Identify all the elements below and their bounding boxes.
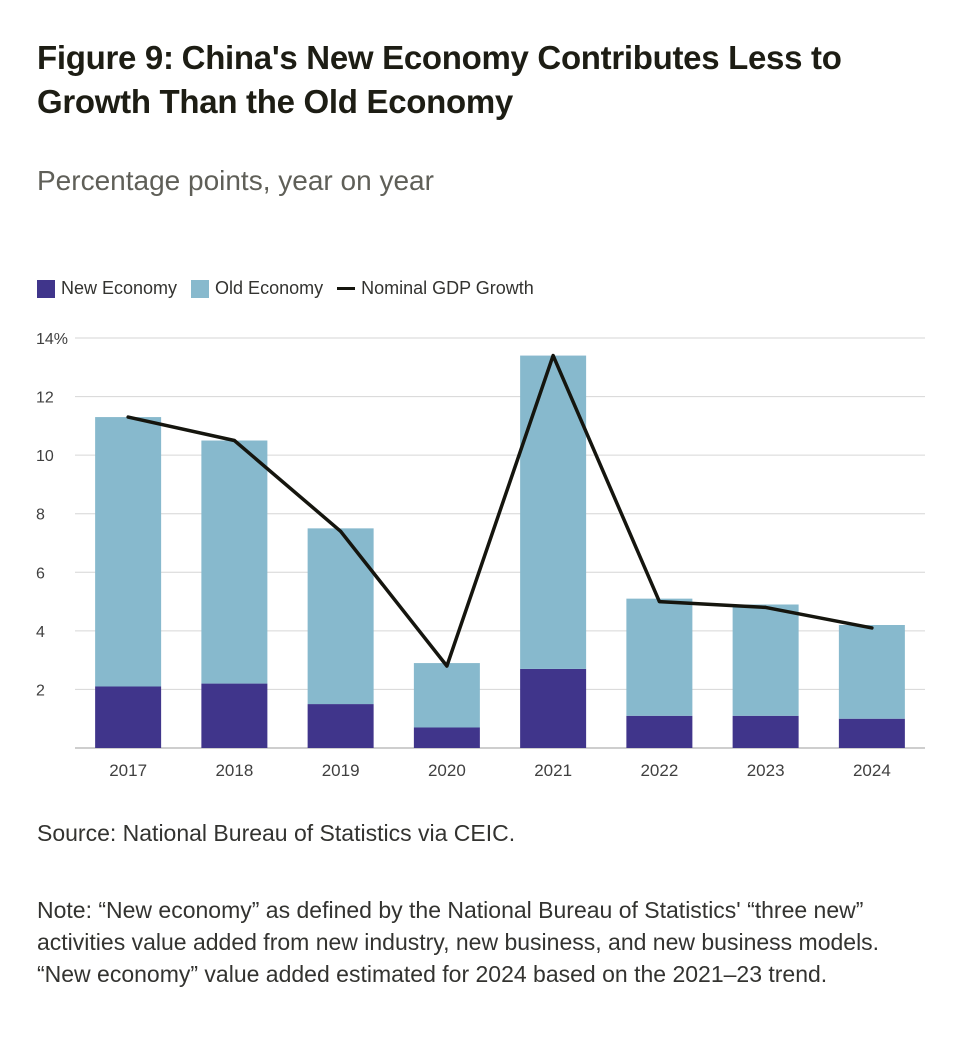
bar-new-economy (201, 683, 268, 748)
bar-new-economy (95, 686, 162, 748)
y-tick-label: 2 (36, 682, 45, 699)
legend-item-old-economy: Old Economy (191, 278, 323, 299)
chart-subtitle: Percentage points, year on year (37, 165, 434, 196)
bar-new-economy (732, 715, 799, 748)
bar-new-economy (626, 715, 693, 748)
legend-item-new-economy: New Economy (37, 278, 177, 299)
bar-new-economy (307, 704, 374, 748)
x-tick-label: 2024 (853, 761, 891, 780)
legend-swatch-new-economy (37, 279, 55, 298)
y-tick-label: 8 (36, 507, 45, 524)
bar-new-economy (413, 727, 480, 748)
y-tick-label: 4 (36, 624, 45, 641)
bar-old-economy (626, 598, 693, 716)
legend-line-gdp (337, 287, 356, 290)
chart-legend: New Economy Old Economy Nominal GDP Grow… (37, 278, 548, 299)
x-tick-label: 2023 (747, 761, 785, 780)
chart-title-text: China's New Economy Contributes Less to … (37, 39, 842, 120)
bar-old-economy (95, 417, 162, 687)
gdp-point (339, 529, 343, 533)
gdp-point (764, 605, 768, 609)
gdp-point (126, 415, 130, 419)
bar-old-economy (413, 663, 480, 728)
bar-old-economy (520, 355, 587, 669)
gdp-point (657, 600, 661, 604)
bar-old-economy (307, 528, 374, 705)
x-tick-label: 2021 (534, 761, 572, 780)
gdp-point (870, 626, 874, 630)
gdp-point (445, 664, 449, 668)
legend-label-new-economy: New Economy (61, 278, 178, 298)
bar-new-economy (520, 668, 587, 748)
footnote: Note: “New economy” as defined by the Na… (37, 897, 880, 987)
chart-title: Figure 9: China's New Economy Contributes… (37, 36, 937, 124)
gdp-point (232, 439, 236, 442)
bar-new-economy (838, 718, 905, 748)
y-tick-label: 10 (36, 448, 54, 465)
x-tick-label: 2018 (215, 761, 253, 780)
gdp-point (551, 354, 555, 358)
y-tick-label: 6 (36, 565, 45, 582)
bar-old-economy (838, 625, 905, 719)
x-tick-label: 2022 (640, 761, 678, 780)
bar-old-economy (732, 604, 799, 716)
legend-item-gdp: Nominal GDP Growth (337, 278, 534, 299)
figure-number: Figure 9: (37, 39, 174, 76)
bar-old-economy (201, 440, 268, 684)
stacked-bar-chart: 2 4 6 8 10 12 14% 2017 2018 2019 2020 2021 2022 2023 2… (36, 331, 925, 780)
x-tick-label: 2017 (109, 761, 147, 780)
y-tick-label: 12 (36, 390, 54, 407)
legend-label-old-economy: Old Economy (215, 278, 324, 298)
y-tick-label: 14% (36, 331, 68, 348)
legend-swatch-old-economy (191, 279, 210, 298)
line-nominal-gdp-growth (126, 353, 874, 668)
x-tick-label: 2020 (428, 761, 466, 780)
legend-label-gdp: Nominal GDP Growth (361, 278, 534, 298)
x-tick-label: 2019 (322, 761, 360, 780)
source-note: Source: National Bureau of Statistics vi… (37, 820, 516, 846)
